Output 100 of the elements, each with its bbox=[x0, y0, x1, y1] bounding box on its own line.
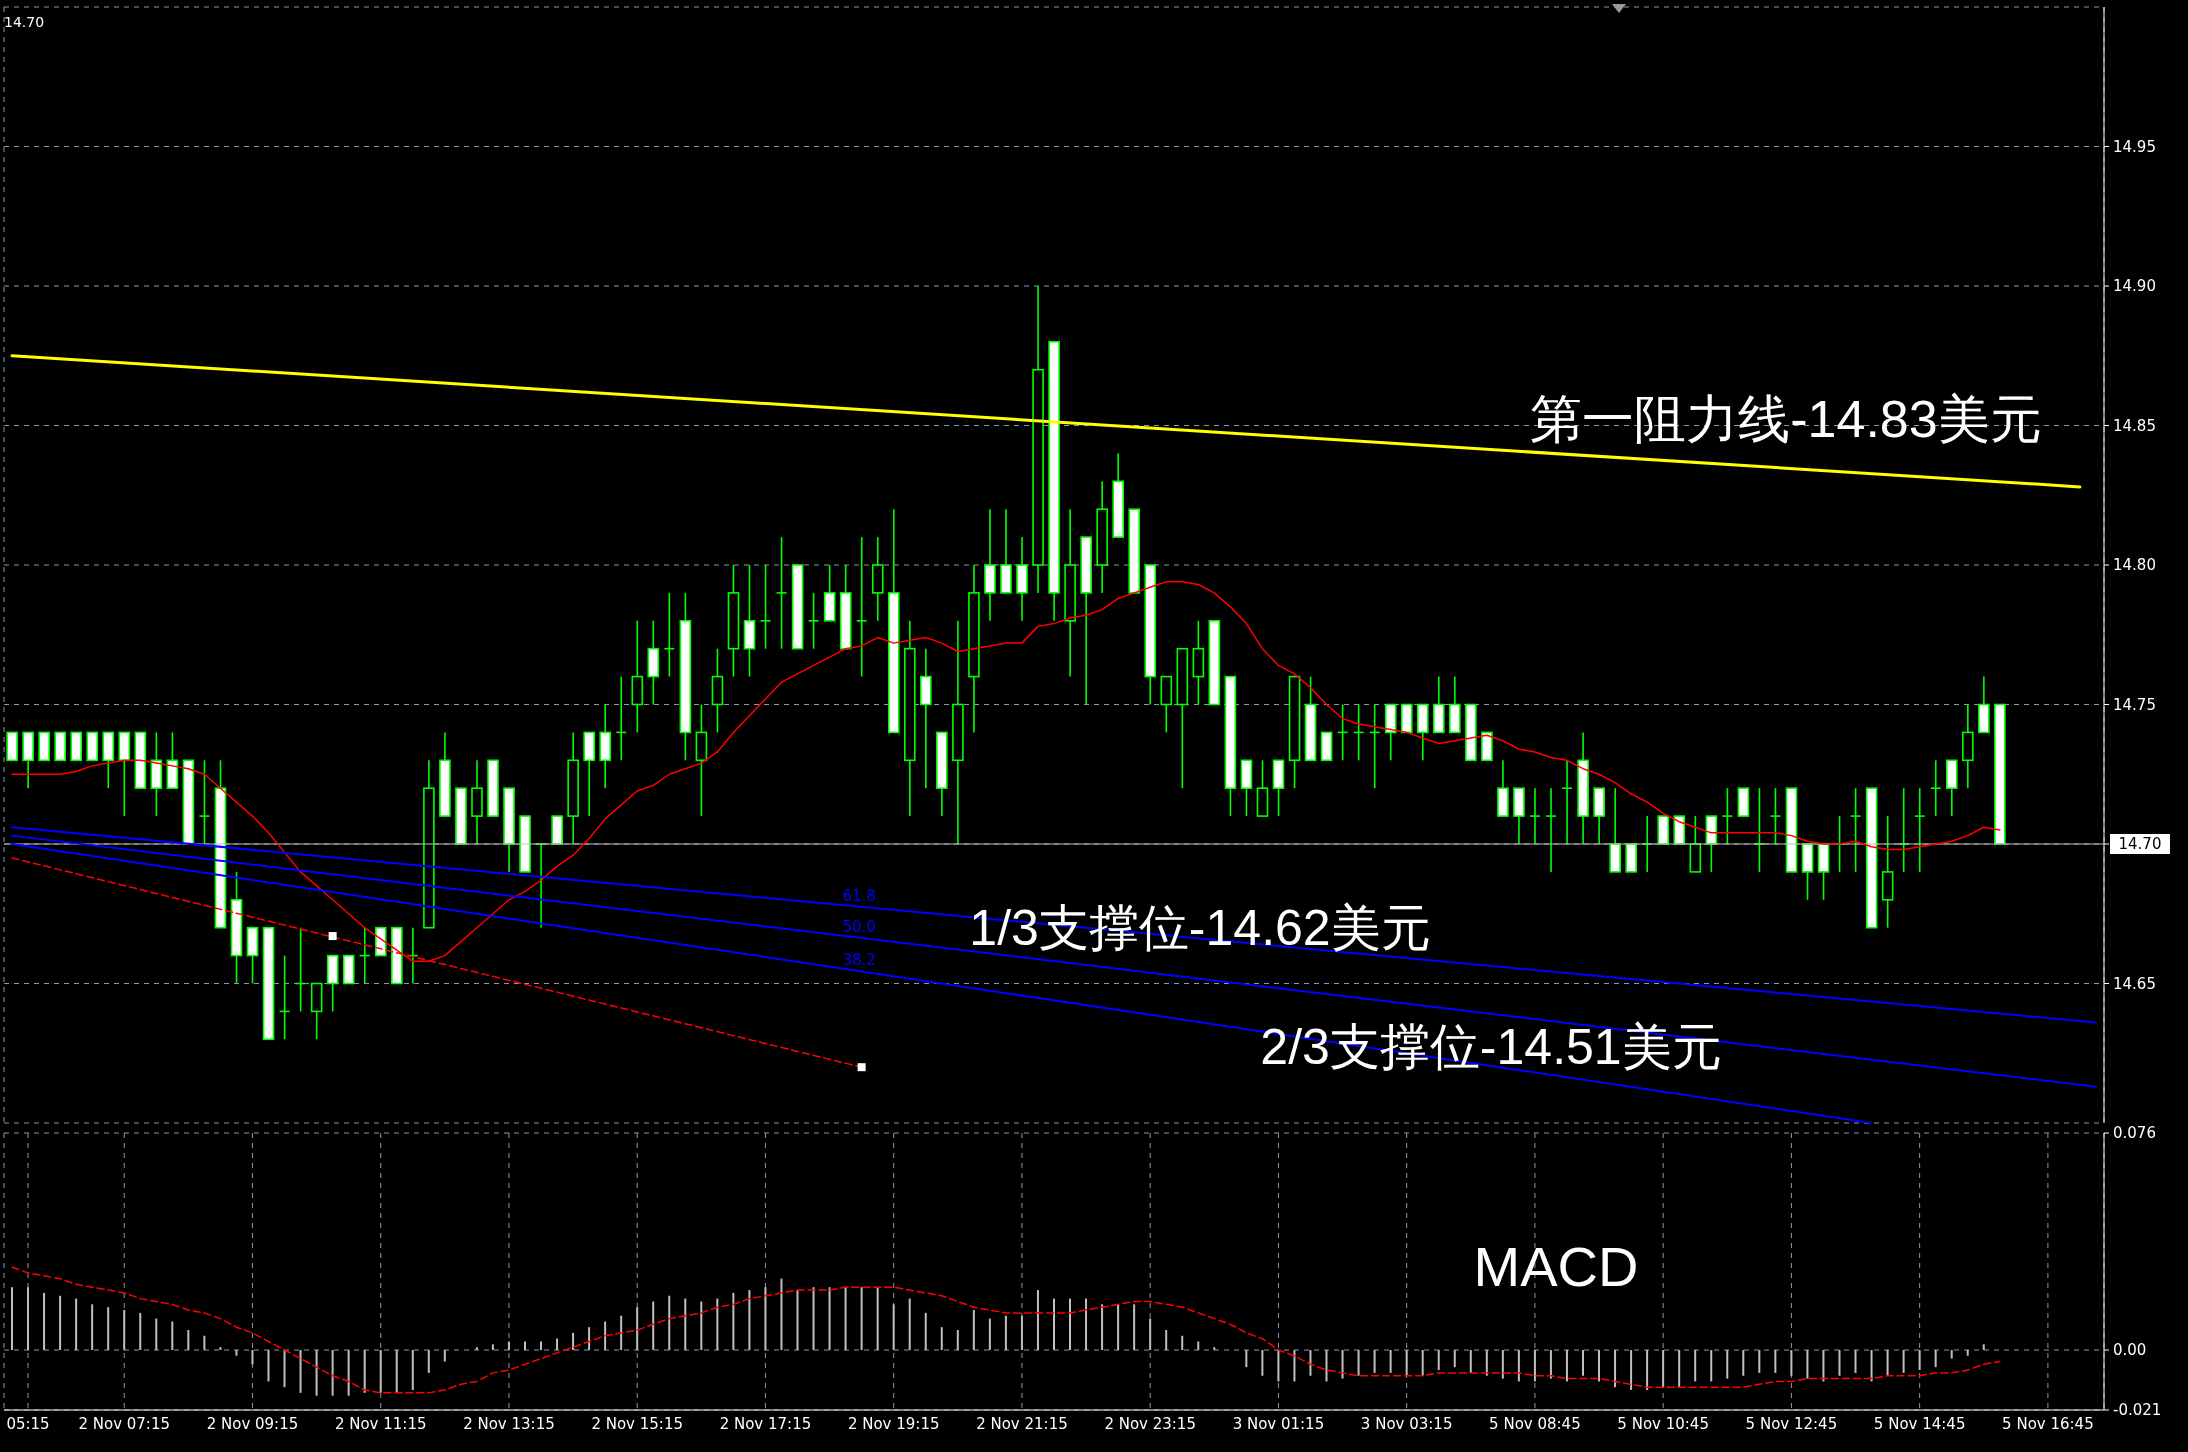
x-tick-label: 2 Nov 21:15 bbox=[976, 1414, 1068, 1433]
bar bbox=[1501, 1350, 1504, 1379]
bar bbox=[1421, 1350, 1424, 1376]
bar bbox=[972, 1310, 975, 1351]
bar bbox=[475, 1347, 478, 1351]
bar bbox=[203, 1335, 206, 1351]
bar bbox=[1069, 1298, 1072, 1351]
bar bbox=[315, 1350, 318, 1396]
bar bbox=[187, 1330, 190, 1351]
bar bbox=[1004, 1315, 1007, 1351]
candlestick bbox=[1929, 759, 1942, 817]
bar bbox=[171, 1321, 174, 1351]
bar bbox=[27, 1287, 30, 1351]
bar bbox=[1517, 1350, 1520, 1382]
bar bbox=[1758, 1350, 1761, 1373]
y-tick-label: 14.85 bbox=[2113, 416, 2156, 435]
bar bbox=[588, 1327, 591, 1351]
bar bbox=[1277, 1350, 1280, 1382]
bar bbox=[1742, 1350, 1745, 1376]
bar bbox=[796, 1290, 799, 1351]
bar bbox=[716, 1298, 719, 1351]
x-tick-label: 5 Nov 10:45 bbox=[1617, 1414, 1709, 1433]
bar bbox=[283, 1350, 286, 1388]
bar bbox=[1085, 1298, 1088, 1351]
bar bbox=[748, 1290, 751, 1351]
x-tick-label: 2 Nov 13:15 bbox=[463, 1414, 555, 1433]
bar bbox=[75, 1298, 78, 1351]
bar bbox=[379, 1350, 382, 1393]
candlestick bbox=[807, 592, 820, 650]
bar bbox=[828, 1287, 831, 1351]
bar bbox=[59, 1295, 62, 1351]
bar bbox=[732, 1292, 735, 1351]
bar bbox=[924, 1312, 927, 1351]
candlestick bbox=[775, 536, 788, 650]
bar bbox=[1293, 1350, 1296, 1382]
x-tick-label: 2 Nov 09:15 bbox=[206, 1414, 299, 1433]
candlestick bbox=[1849, 787, 1862, 873]
bar bbox=[1694, 1350, 1697, 1382]
x-tick-label: 5 Nov 12:45 bbox=[1745, 1414, 1838, 1433]
bar bbox=[1934, 1350, 1937, 1368]
bar bbox=[1133, 1304, 1136, 1351]
bar bbox=[1117, 1304, 1120, 1351]
bar bbox=[1854, 1350, 1857, 1373]
bar bbox=[1213, 1347, 1216, 1351]
bar bbox=[1165, 1330, 1168, 1351]
bar bbox=[1614, 1350, 1617, 1388]
candlestick bbox=[1545, 787, 1557, 873]
bar bbox=[940, 1327, 943, 1351]
candlestick bbox=[1561, 759, 1573, 845]
y-tick-label: 14.80 bbox=[2113, 556, 2156, 575]
bar bbox=[1838, 1350, 1841, 1376]
bar bbox=[1101, 1304, 1104, 1351]
x-tick-label: 2 Nov 19:15 bbox=[847, 1414, 940, 1433]
bar bbox=[1181, 1335, 1184, 1351]
x-tick-label: 2 Nov 17:15 bbox=[719, 1414, 812, 1433]
bar bbox=[123, 1310, 126, 1351]
bar bbox=[604, 1321, 607, 1351]
bar bbox=[1341, 1350, 1344, 1379]
bar bbox=[1806, 1350, 1809, 1379]
x-tick-label: 2 Nov 23:15 bbox=[1104, 1414, 1196, 1433]
bar bbox=[860, 1287, 863, 1351]
bar bbox=[1726, 1350, 1729, 1379]
bar bbox=[1437, 1350, 1440, 1371]
candlestick bbox=[198, 759, 211, 845]
bar bbox=[43, 1292, 46, 1351]
bar bbox=[636, 1307, 639, 1351]
series-label: 50.0 bbox=[842, 917, 876, 936]
bar bbox=[620, 1315, 623, 1351]
candlestick bbox=[1529, 787, 1541, 845]
bar bbox=[235, 1350, 238, 1356]
bar bbox=[139, 1312, 142, 1351]
bar bbox=[411, 1350, 414, 1391]
x-tick-label: 2 Nov 07:15 bbox=[78, 1414, 171, 1433]
series-label: 61.8 bbox=[842, 887, 876, 906]
bar bbox=[844, 1287, 847, 1351]
bar bbox=[1149, 1318, 1152, 1351]
bar bbox=[908, 1298, 911, 1351]
y-tick-label: 14.95 bbox=[2113, 137, 2156, 156]
bar bbox=[1822, 1350, 1825, 1382]
x-tick-label: 5 Nov 14:45 bbox=[1873, 1414, 1966, 1433]
bar bbox=[491, 1344, 494, 1351]
bar bbox=[251, 1350, 254, 1365]
bar bbox=[1052, 1298, 1055, 1351]
bar bbox=[219, 1347, 222, 1351]
bar bbox=[267, 1350, 270, 1382]
bar bbox=[1020, 1315, 1023, 1351]
bar bbox=[668, 1295, 671, 1351]
bar bbox=[1581, 1350, 1584, 1376]
x-tick-label: 3 Nov 01:15 bbox=[1232, 1414, 1325, 1433]
annotation: 第一阻力线-14.83美元 bbox=[1530, 390, 2042, 448]
bar bbox=[1549, 1350, 1552, 1379]
bar bbox=[812, 1287, 815, 1351]
bar bbox=[1373, 1350, 1376, 1373]
bar bbox=[892, 1304, 895, 1351]
bar bbox=[1357, 1350, 1360, 1376]
y-tick-label: -0.021 bbox=[2113, 1401, 2162, 1420]
bar bbox=[572, 1332, 575, 1351]
annotation: MACD bbox=[1473, 1234, 1639, 1298]
bar bbox=[1630, 1350, 1633, 1391]
bar bbox=[443, 1350, 446, 1362]
